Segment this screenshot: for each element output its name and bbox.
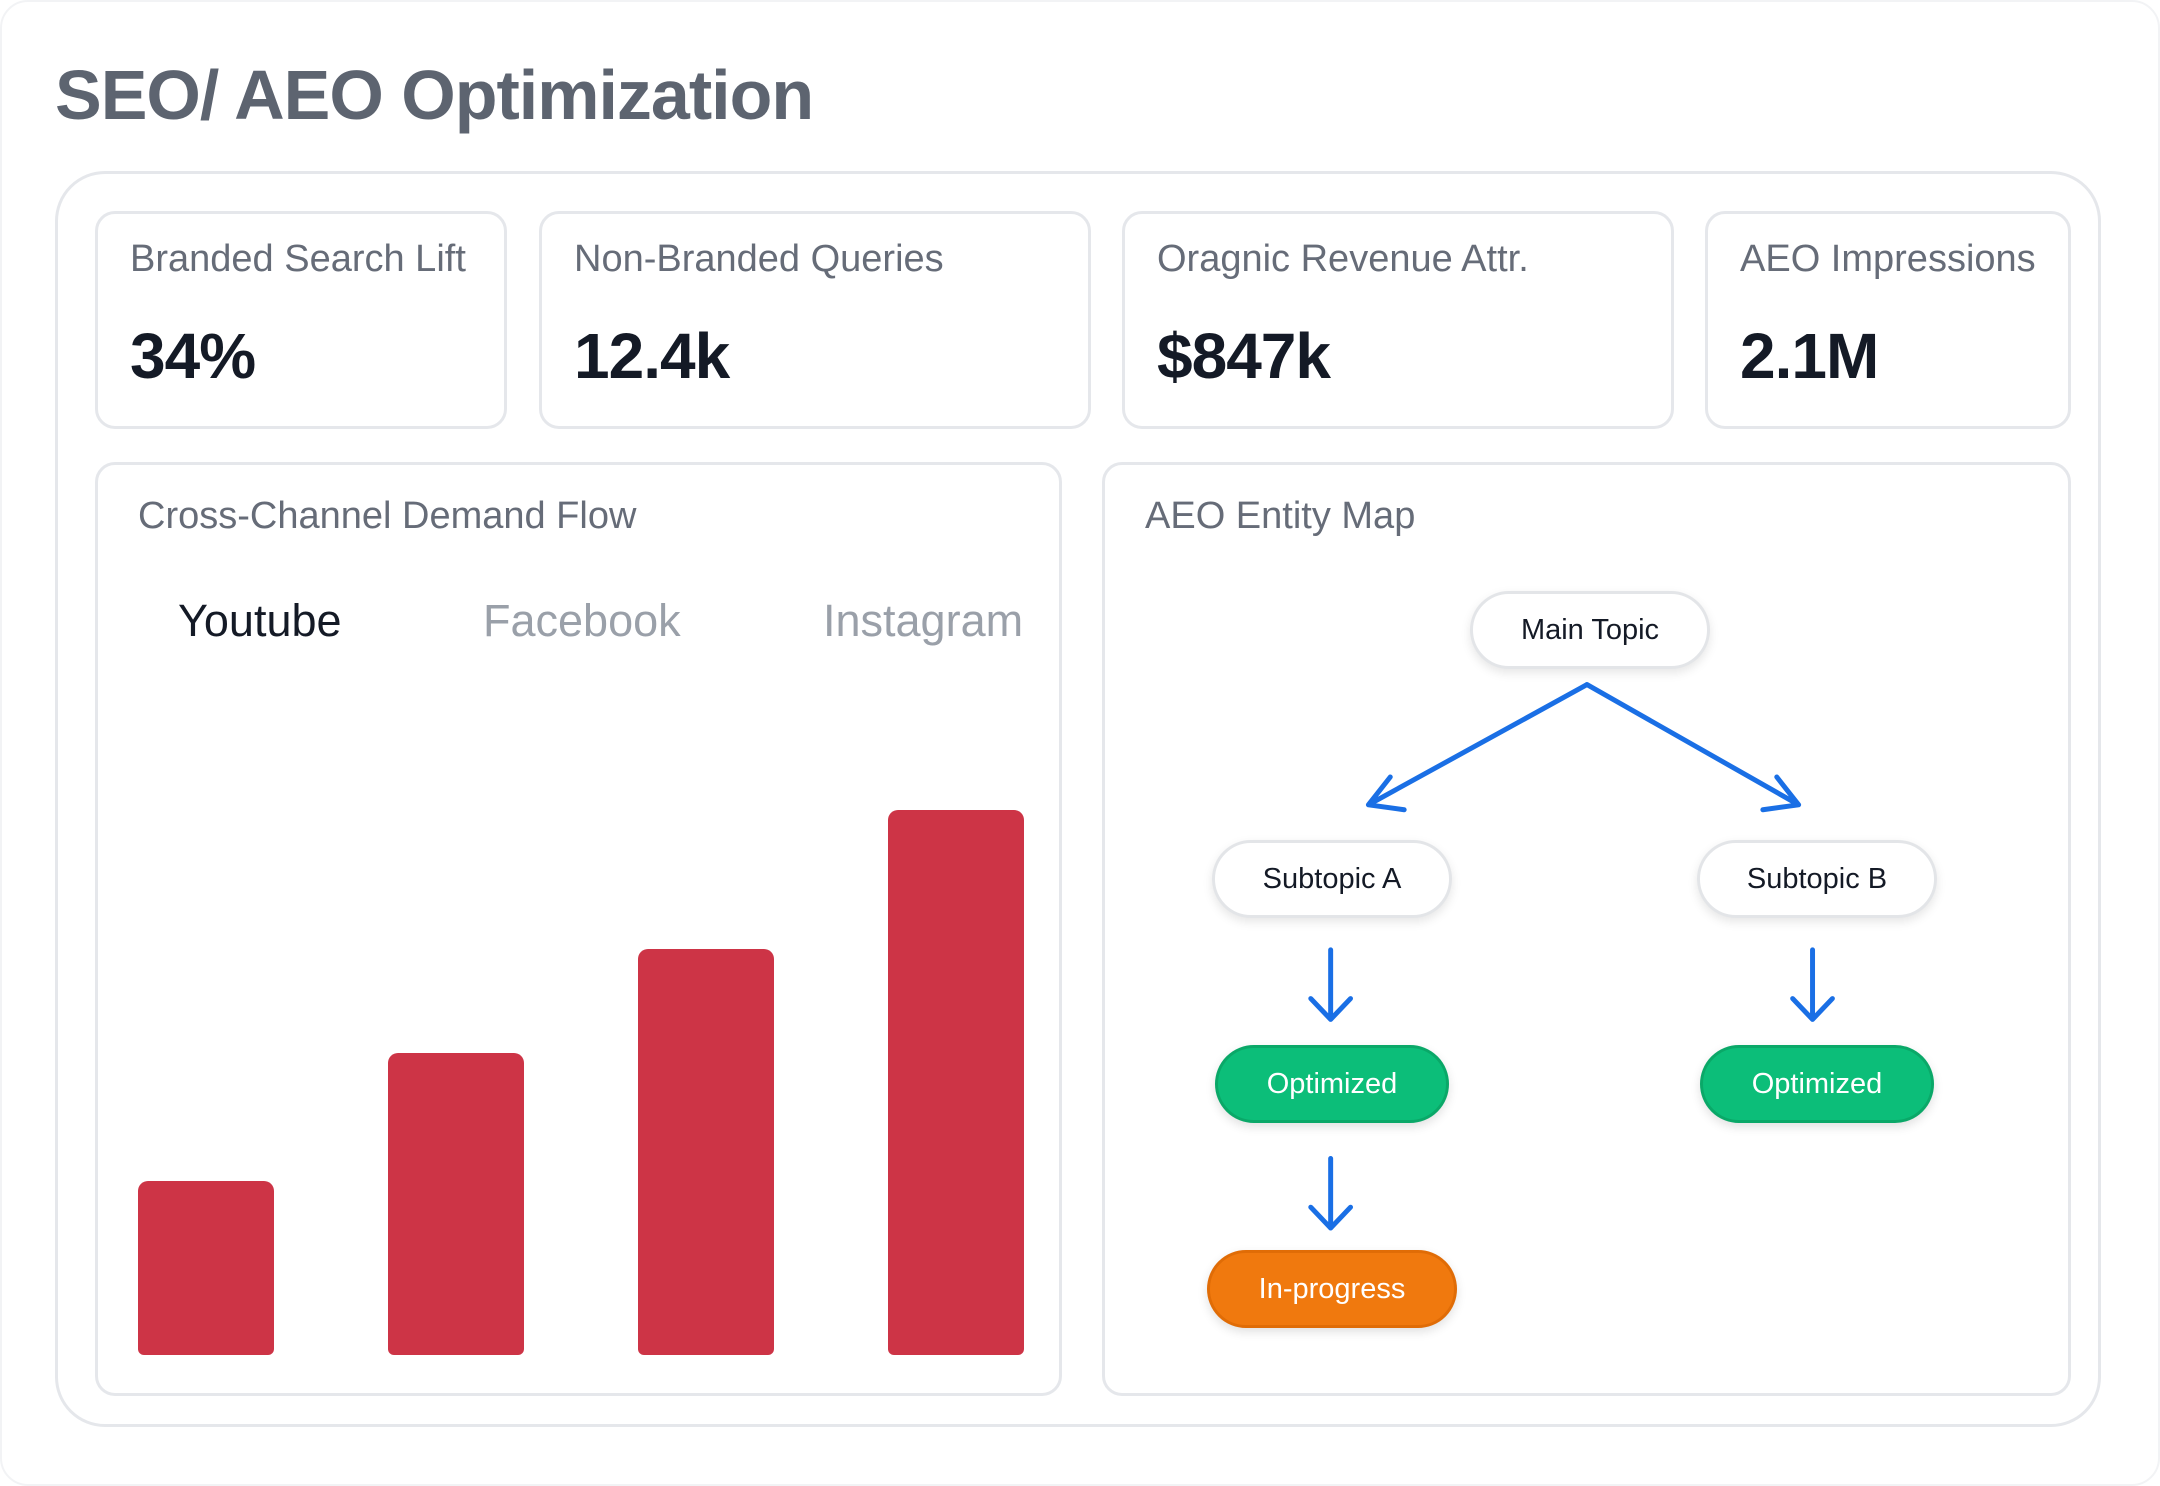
kpi-value: 12.4k [574, 320, 730, 392]
arrow-main-to-subtopic-a [1365, 682, 1590, 813]
tab-youtube[interactable]: Youtube [178, 595, 342, 646]
kpi-label: AEO Impressions [1740, 238, 2036, 280]
subtopic-a-node[interactable]: Subtopic A [1212, 840, 1452, 918]
kpi-card-aeo-impressions: AEO Impressions 2.1M [1705, 211, 2071, 429]
arrow-subtopic-a-to-status [1308, 947, 1354, 1022]
kpi-value: $847k [1157, 320, 1331, 392]
kpi-label: Branded Search Lift [130, 238, 466, 280]
tab-facebook[interactable]: Facebook [483, 595, 681, 646]
arrow-status-to-in-progress [1308, 1156, 1354, 1231]
entity-map-card: AEO Entity Map Main Topic Subtopic A Sub… [1102, 462, 2071, 1396]
status-optimized-b[interactable]: Optimized [1700, 1045, 1934, 1123]
arrow-main-to-subtopic-b [1584, 682, 1802, 813]
arrow-subtopic-b-to-status [1790, 947, 1835, 1022]
kpi-value: 2.1M [1740, 320, 1879, 392]
demand-flow-card: Cross-Channel Demand Flow Youtube Facebo… [95, 462, 1062, 1396]
main-topic-node[interactable]: Main Topic [1470, 591, 1710, 669]
kpi-label: Oragnic Revenue Attr. [1157, 238, 1529, 280]
status-in-progress-a[interactable]: In-progress [1207, 1250, 1457, 1328]
kpi-card-branded-search-lift: Branded Search Lift 34% [95, 211, 507, 429]
status-optimized-a[interactable]: Optimized [1215, 1045, 1449, 1123]
bar-4 [888, 810, 1024, 1355]
entity-map-title: AEO Entity Map [1145, 495, 1416, 537]
kpi-card-non-branded-queries: Non-Branded Queries 12.4k [539, 211, 1091, 429]
bar-chart [138, 775, 1024, 1355]
kpi-card-organic-revenue: Oragnic Revenue Attr. $847k [1122, 211, 1674, 429]
subtopic-b-node[interactable]: Subtopic B [1697, 840, 1937, 918]
bar-1 [138, 1181, 274, 1355]
demand-flow-title: Cross-Channel Demand Flow [138, 495, 637, 537]
bar-2 [388, 1053, 524, 1355]
tab-instagram[interactable]: Instagram [823, 595, 1024, 646]
kpi-value: 34% [130, 320, 256, 392]
kpi-label: Non-Branded Queries [574, 238, 944, 280]
page-title: SEO/ AEO Optimization [55, 56, 814, 134]
bar-3 [638, 949, 774, 1355]
dashboard-panel: Branded Search Lift 34% Non-Branded Quer… [55, 171, 2101, 1427]
